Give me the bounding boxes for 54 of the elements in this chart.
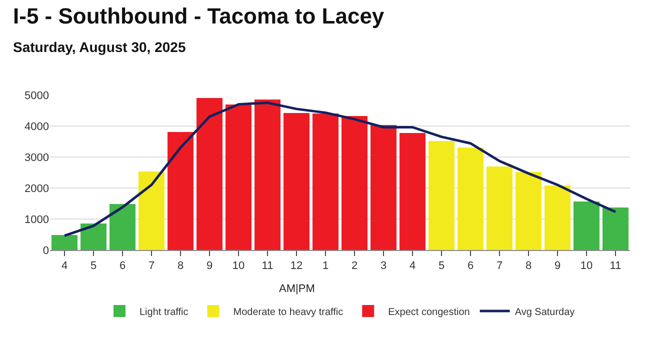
- bar: [51, 235, 78, 250]
- bar: [80, 224, 107, 250]
- legend-label: Expect congestion: [388, 306, 470, 318]
- bar: [370, 125, 397, 250]
- bar: [254, 100, 281, 250]
- bar: [428, 140, 455, 250]
- y-tick-label: 4000: [24, 120, 49, 133]
- x-tick-label: 10: [580, 260, 593, 272]
- line-series: [63, 102, 617, 237]
- y-tick-label: 3000: [24, 152, 49, 164]
- bar: [312, 114, 339, 250]
- legend-label: Avg Saturday: [514, 306, 575, 318]
- bar: [167, 132, 194, 250]
- bar: [399, 132, 426, 250]
- x-tick-label: 2: [351, 260, 358, 272]
- bar: [486, 166, 513, 250]
- x-tick-label: 8: [177, 260, 184, 272]
- bar: [138, 171, 165, 250]
- bar: [283, 112, 310, 250]
- bar: [196, 98, 223, 250]
- bar: [602, 208, 629, 250]
- x-tick-label: 3: [380, 260, 387, 272]
- y-tick-label: 5000: [24, 90, 49, 102]
- x-tick-label: 6: [467, 260, 474, 272]
- x-tick-label: 9: [554, 260, 561, 272]
- x-tick-label: 9: [206, 260, 213, 272]
- x-tick-label: 12: [290, 260, 303, 272]
- y-tick-label: 2000: [24, 182, 49, 195]
- bar: [109, 204, 136, 250]
- x-tick-label: 7: [148, 260, 155, 272]
- x-tick-label: 10: [232, 260, 245, 272]
- bar: [573, 202, 600, 250]
- bar: [544, 186, 571, 250]
- y-tick-label: 0: [42, 244, 49, 257]
- legend-label: Moderate to heavy traffic: [233, 306, 344, 318]
- bar: [341, 116, 368, 250]
- chart-subtitle: Saturday, August 30, 2025: [13, 39, 186, 56]
- bar: [457, 148, 484, 250]
- x-tick-label: 5: [438, 260, 445, 272]
- bar: [515, 172, 542, 250]
- x-tick-label: 6: [119, 260, 126, 272]
- chart-title: I-5 - Southbound - Tacoma to Lacey: [13, 4, 385, 29]
- x-tick-label: 8: [525, 260, 532, 272]
- x-tick-label: 4: [409, 260, 416, 272]
- x-tick-label: 5: [90, 260, 97, 272]
- x-tick-label: 11: [262, 260, 274, 272]
- text: AM|PM: [279, 283, 315, 295]
- y-tick-label: 1000: [24, 214, 49, 226]
- legend-label: Light traffic: [140, 306, 188, 318]
- x-tick-label: 4: [61, 260, 68, 272]
- x-tick-label: 1: [322, 260, 329, 272]
- x-tick-label: 7: [496, 260, 503, 272]
- x-tick-label: 11: [610, 260, 622, 272]
- bar: [225, 104, 252, 250]
